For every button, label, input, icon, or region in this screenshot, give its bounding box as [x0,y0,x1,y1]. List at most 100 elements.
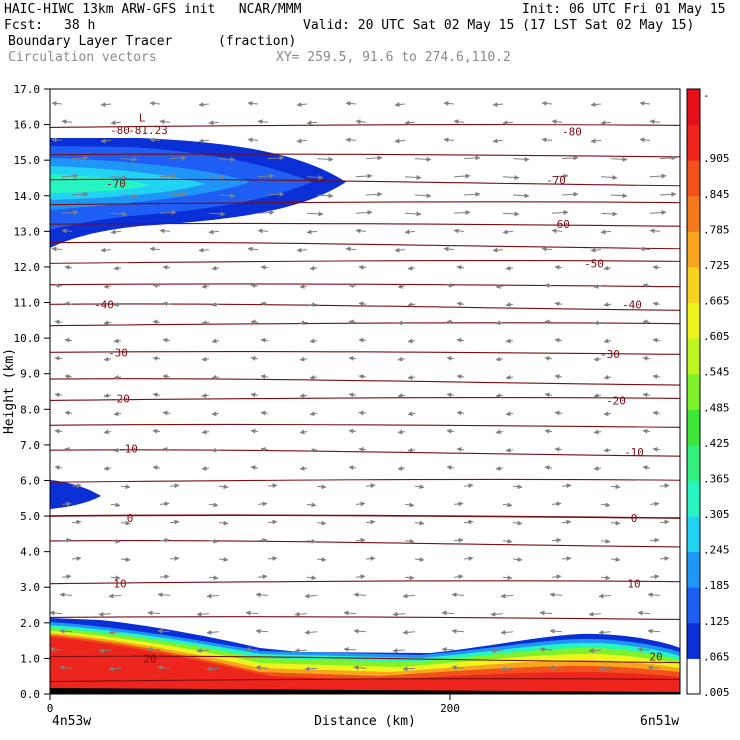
wind-vector [196,611,210,617]
wind-vector [54,392,63,398]
wind-vector [309,374,318,380]
colorbar-swatch [687,373,700,410]
wind-vector [299,393,308,399]
wind-vector [196,648,210,654]
wind-vector [456,264,465,270]
wind-vector [162,264,171,270]
wind-vector [610,193,628,199]
wind-vector [267,483,278,489]
wind-vector [397,356,406,362]
wind-vector [64,264,73,270]
wind-vector [198,138,210,144]
y-tick-label: 11.0 [14,297,41,310]
wind-vector [554,446,563,452]
wind-vector [255,665,269,671]
wind-vector [208,175,226,181]
colorbar-label: .365 [703,472,730,485]
wind-vector [490,611,504,617]
wind-vector [544,355,553,361]
wind-vector [649,173,667,179]
wind-vector [495,465,504,471]
isotherm-line [50,678,680,683]
wind-vector [353,665,367,671]
wind-vector [64,374,73,380]
wind-vector [159,173,177,179]
isotherm-line [50,153,680,158]
wind-vector [394,247,406,253]
isotherm-label: L [139,111,146,124]
wind-vector [397,393,406,399]
wind-vector [603,447,612,453]
colorbar-label: .305 [703,508,730,521]
wind-vector [453,501,464,507]
wind-vector [218,557,229,562]
wind-vector [296,247,308,253]
wind-vector [54,355,63,361]
wind-vector [407,447,416,453]
wind-vector [257,574,268,580]
wind-vector [441,610,455,616]
wind-vector [358,264,367,270]
wind-vector [157,628,171,634]
valid-time: Valid: 20 UTC Sat 02 May 15 (17 LST Sat … [303,18,695,33]
wind-vector [169,155,187,161]
isotherm-line [50,201,680,206]
wind-vector [309,265,318,271]
x-left-location: 4n53w [52,714,91,729]
wind-vector [61,574,72,580]
wind-vector [247,100,259,106]
wind-vector [544,428,553,434]
wind-vector [299,283,308,289]
wind-vector [600,229,612,235]
y-tick-label: 6.0 [20,474,40,487]
wind-vector [593,465,602,471]
wind-vector [451,592,465,598]
wind-vector [652,446,661,452]
isotherm-label: 20 [649,651,662,664]
colorbar-label: .065 [703,650,730,663]
wind-vector [120,520,131,526]
wind-vector [110,575,121,581]
wind-vector [71,155,89,161]
isotherm-line [50,478,680,483]
wind-vector [502,538,513,544]
wind-vector [404,575,415,581]
wind-vector [345,137,357,143]
wind-vector [505,411,514,417]
wind-vector [211,374,220,380]
wind-vector [500,593,514,599]
wind-vector [551,173,569,179]
wind-vector [404,229,416,235]
wind-vector [561,556,572,561]
wind-vector [544,392,553,398]
wind-vector [453,574,464,580]
wind-vector [642,283,651,289]
wind-vector [600,175,618,181]
y-tick-label: 17.0 [14,83,41,96]
wind-vector [512,193,530,199]
isotherm-label: 0 [127,512,134,525]
isotherm-label: -70 [546,174,566,187]
midlevel-tracer-filament [50,480,101,509]
isotherm-label: -10 [118,442,138,455]
wind-vector [500,666,514,672]
wind-vector [152,283,161,289]
wind-vector [512,484,523,490]
wind-vector [110,175,128,181]
wind-vector [157,665,171,671]
wind-vector [561,191,579,197]
forecast-hour: 38 h [64,18,96,33]
plot-title: HAIC-HIWC 13km ARW-GFS init NCAR/MMM [4,2,302,17]
colorbar-label: .125 [703,615,730,628]
isotherm-line [50,124,680,128]
wind-vector [59,628,73,634]
wind-vector [652,264,661,270]
wind-vector [306,211,324,217]
wind-vector [446,392,455,398]
wind-vector [649,119,661,125]
y-tick-label: 5.0 [20,510,40,523]
wind-vector [54,283,63,289]
wind-vector [152,355,161,361]
wind-vector [649,501,660,507]
wind-vector [593,429,602,435]
